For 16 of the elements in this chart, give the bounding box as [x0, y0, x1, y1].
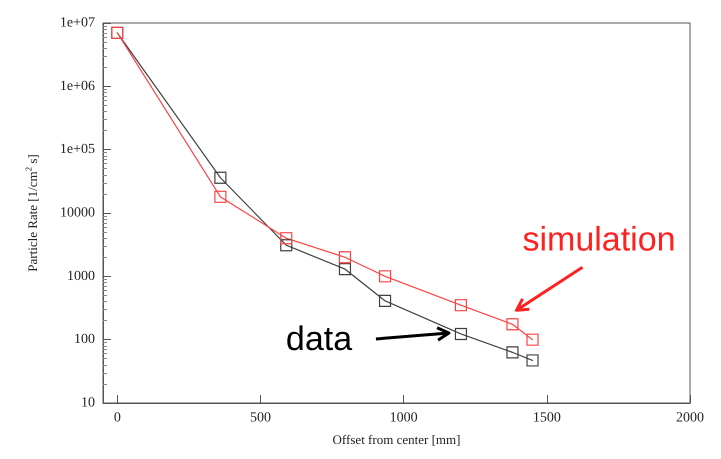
x-tick-label: 0: [114, 410, 121, 426]
y-tick-label: 100: [74, 332, 95, 348]
y-tick-label: 1000: [67, 268, 95, 284]
x-tick-label: 1000: [390, 410, 418, 426]
x-tick-label: 500: [250, 410, 271, 426]
y-tick-label: 1e+07: [60, 16, 95, 30]
y-tick-label: 1e+05: [60, 142, 95, 158]
x-tick-label: 1500: [532, 410, 561, 426]
y-tick-label: 10: [81, 396, 95, 410]
x-axis-title: Offset from center [mm]: [332, 432, 460, 447]
y-tick-label: 1e+06: [60, 78, 95, 94]
series-label: simulation: [522, 220, 676, 258]
series-label: data: [286, 320, 352, 358]
x-tick-label: 2000: [676, 410, 704, 426]
y-axis-title: Particle Rate [1/cm2 s]: [24, 154, 40, 272]
y-tick-label: 10000: [60, 206, 95, 220]
